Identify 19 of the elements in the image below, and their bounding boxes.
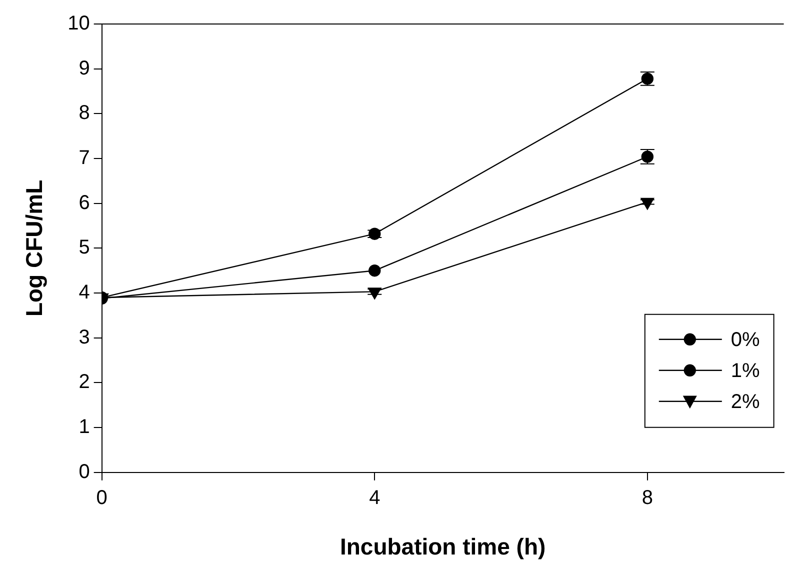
y-tick-label: 4 bbox=[78, 282, 90, 304]
y-tick-label: 6 bbox=[78, 192, 90, 214]
x-tick-label: 4 bbox=[369, 486, 380, 509]
y-tick-label: 5 bbox=[78, 236, 90, 259]
legend-label: 1% bbox=[730, 360, 760, 382]
y-axis-title: Log CFU/mL bbox=[21, 180, 48, 317]
y-tick-label: 0 bbox=[78, 460, 90, 483]
y-tick-label: 9 bbox=[78, 57, 90, 80]
x-axis-title: Incubation time (h) bbox=[340, 534, 546, 560]
x-tick-label: 0 bbox=[96, 486, 108, 509]
legend-label: 0% bbox=[730, 328, 760, 351]
y-tick-label: 8 bbox=[78, 102, 90, 124]
y-tick-label: 7 bbox=[78, 147, 90, 170]
y-tick-label: 3 bbox=[78, 326, 90, 348]
y-tick-label: 10 bbox=[68, 12, 90, 35]
y-tick-label: 1 bbox=[78, 416, 90, 438]
x-tick-label: 8 bbox=[642, 486, 653, 509]
y-tick-label: 2 bbox=[78, 371, 90, 394]
legend-label: 2% bbox=[730, 390, 760, 413]
